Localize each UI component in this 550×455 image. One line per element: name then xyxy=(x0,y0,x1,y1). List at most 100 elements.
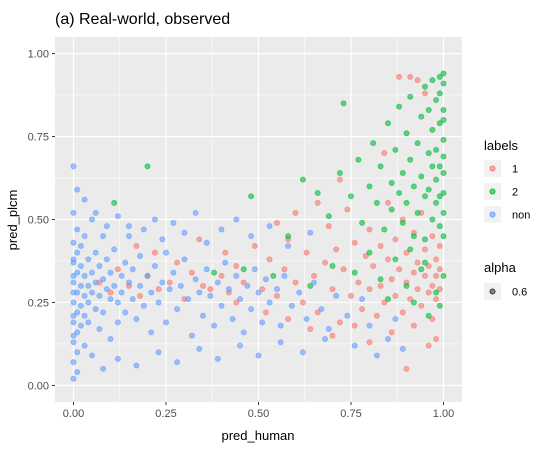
data-point-2 xyxy=(433,199,440,206)
data-point-2 xyxy=(418,173,425,180)
data-point-2 xyxy=(418,266,425,273)
data-point-non xyxy=(74,349,81,356)
data-point-2 xyxy=(329,262,336,269)
data-point-non xyxy=(181,229,188,236)
data-point-2 xyxy=(403,130,410,137)
data-point-non xyxy=(166,286,173,293)
data-point-2 xyxy=(429,77,436,84)
data-point-2 xyxy=(396,103,403,110)
data-point-2 xyxy=(440,233,447,240)
legend: labels 1 2 non alpha 0.6 xyxy=(484,138,530,300)
data-point-non xyxy=(322,335,329,342)
data-point-2 xyxy=(440,107,447,114)
data-point-non xyxy=(310,279,317,286)
data-point-non xyxy=(170,269,177,276)
data-point-1 xyxy=(107,289,114,296)
data-point-non xyxy=(192,209,199,216)
data-point-2 xyxy=(421,236,428,243)
data-point-2 xyxy=(340,100,347,107)
data-point-1 xyxy=(151,249,158,256)
data-point-non xyxy=(137,252,144,259)
data-point-2 xyxy=(440,80,447,87)
data-point-non xyxy=(225,286,232,293)
data-point-2 xyxy=(403,199,410,206)
data-point-non xyxy=(85,256,92,263)
data-point-non xyxy=(255,289,262,296)
alpha-legend-swatch xyxy=(489,288,496,295)
data-point-2 xyxy=(429,163,436,170)
data-point-1 xyxy=(421,90,428,97)
data-point-1 xyxy=(262,309,269,316)
data-point-non xyxy=(77,262,84,269)
data-point-1 xyxy=(207,286,214,293)
data-point-1 xyxy=(410,322,417,329)
data-point-non xyxy=(203,266,210,273)
data-point-non xyxy=(155,349,162,356)
data-point-non xyxy=(70,289,77,296)
data-point-non xyxy=(114,299,121,306)
data-point-2 xyxy=(410,233,417,240)
data-point-non xyxy=(100,309,107,316)
data-point-non xyxy=(96,325,103,332)
data-point-2 xyxy=(299,176,306,183)
data-point-2 xyxy=(373,199,380,206)
data-point-1 xyxy=(414,286,421,293)
y-tick-label: 0.25 xyxy=(28,297,49,309)
data-point-non xyxy=(162,249,169,256)
data-point-2 xyxy=(144,163,151,170)
data-point-1 xyxy=(114,266,121,273)
data-point-2 xyxy=(436,223,443,230)
data-point-non xyxy=(162,319,169,326)
data-point-2 xyxy=(414,209,421,216)
data-point-1 xyxy=(370,262,377,269)
data-point-non xyxy=(96,292,103,299)
data-point-2 xyxy=(436,73,443,80)
data-point-non xyxy=(70,312,77,319)
data-point-2 xyxy=(436,90,443,97)
data-point-2 xyxy=(421,193,428,200)
data-point-1 xyxy=(329,286,336,293)
data-point-non xyxy=(100,233,107,240)
data-point-non xyxy=(137,282,144,289)
data-point-1 xyxy=(421,246,428,253)
data-point-2 xyxy=(440,170,447,177)
data-point-non xyxy=(70,239,77,246)
data-point-non xyxy=(89,269,96,276)
data-point-2 xyxy=(396,189,403,196)
data-point-2 xyxy=(377,163,384,170)
data-point-non xyxy=(111,282,118,289)
data-point-non xyxy=(281,272,288,279)
data-point-non xyxy=(140,302,147,309)
x-tick-label: 0.25 xyxy=(155,408,176,420)
data-point-1 xyxy=(333,246,340,253)
data-point-non xyxy=(70,339,77,346)
data-point-1 xyxy=(384,199,391,206)
data-point-non xyxy=(318,306,325,313)
data-point-2 xyxy=(399,170,406,177)
data-point-non xyxy=(129,266,136,273)
data-point-non xyxy=(251,266,258,273)
data-point-non xyxy=(151,262,158,269)
data-point-non xyxy=(81,272,88,279)
data-point-non xyxy=(236,342,243,349)
alpha-legend-title: alpha xyxy=(484,260,517,275)
data-point-1 xyxy=(281,266,288,273)
data-point-1 xyxy=(351,322,358,329)
data-point-non xyxy=(103,223,110,230)
data-point-1 xyxy=(384,256,391,263)
legend-label-non: non xyxy=(512,210,530,222)
data-point-non xyxy=(70,299,77,306)
data-point-1 xyxy=(359,306,366,313)
data-point-non xyxy=(192,276,199,283)
data-point-non xyxy=(85,319,92,326)
data-point-1 xyxy=(425,262,432,269)
data-point-non xyxy=(233,272,240,279)
data-point-non xyxy=(196,345,203,352)
data-point-1 xyxy=(366,286,373,293)
data-point-non xyxy=(92,249,99,256)
data-point-non xyxy=(114,213,121,220)
x-tick-label: 0.75 xyxy=(340,408,361,420)
data-point-2 xyxy=(388,206,395,213)
data-point-2 xyxy=(336,170,343,177)
